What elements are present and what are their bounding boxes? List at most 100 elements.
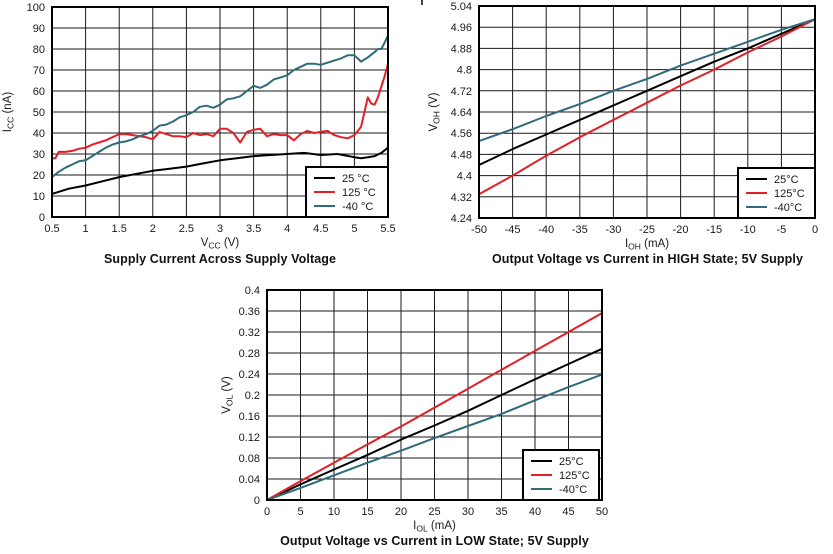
x-tick-label: 0.5: [44, 223, 59, 235]
y-axis-title: ICC (nA): [2, 92, 16, 133]
y-tick-label: 100: [27, 2, 45, 14]
x-tick-label: -50: [471, 224, 487, 236]
legend-label: 125°C: [774, 188, 805, 200]
x-tick-label: 35: [495, 506, 507, 518]
x-tick-label: -45: [505, 224, 521, 236]
legend-label: -40 °C: [342, 201, 373, 213]
x-tick-label: 20: [395, 506, 407, 518]
x-tick-label: 4.5: [313, 223, 328, 235]
chart-supply-current: 0.5 1 1.5 2 2.5 3 3.5 4 4.5 5 5.5 0 10 20 30 40 50 60 70 80…: [0, 0, 416, 250]
x-tick-label: 30: [462, 506, 474, 518]
y-tick-label: 0.04: [239, 474, 260, 486]
x-tick-label: 4: [284, 223, 290, 235]
x-tick-label: -30: [605, 224, 621, 236]
y-tick-label: 90: [33, 23, 45, 35]
x-tick-label: 2.5: [179, 223, 194, 235]
y-tick-label: 0.24: [239, 369, 260, 381]
x-tick-label: 0: [812, 224, 818, 236]
curve-series-2: [266, 373, 603, 501]
x-tick-label: 40: [529, 506, 541, 518]
y-tick-label: 50: [33, 107, 45, 119]
y-tick-label: 70: [33, 65, 45, 77]
y-tick-label: 4.8: [457, 65, 472, 77]
y-axis-title: VOL (V): [221, 376, 235, 414]
curve-series-0: [266, 347, 603, 501]
legend-label: 25°C: [559, 456, 584, 468]
y-tick-label: 10: [33, 191, 45, 203]
x-tick-label: 0: [264, 506, 270, 518]
x-tick-label: 1: [83, 223, 89, 235]
y-axis-title: VOH (V): [428, 92, 442, 131]
x-tick-label: 2: [150, 223, 156, 235]
legend-label: 125 °C: [342, 187, 376, 199]
y-tick-label: 80: [33, 44, 45, 56]
y-tick-label: 0.4: [245, 285, 260, 297]
x-axis-title: IOH (mA): [625, 238, 669, 250]
x-axis-title: IOL (mA): [413, 520, 456, 532]
y-tick-label: 0.32: [239, 327, 260, 339]
voh-high-state-plot: -50 -45 -40 -35 -30 -25 -20 -15 -10 -5 04.244.324.…: [428, 1, 818, 250]
y-tick-label: 0.16: [239, 411, 260, 423]
y-tick-label: 4.88: [451, 43, 472, 55]
curve-series-2: [478, 18, 816, 143]
x-tick-label: -20: [673, 224, 689, 236]
y-tick-label: 4.56: [451, 128, 472, 140]
y-tick-label: 0: [39, 212, 45, 224]
curve-series-0: [51, 146, 389, 195]
curve-series-0: [478, 18, 816, 166]
x-tick-label: 3: [217, 223, 223, 235]
x-tick-label: 15: [361, 506, 373, 518]
x-tick-label: -25: [639, 224, 655, 236]
y-tick-label: 4.48: [451, 149, 472, 161]
chart-vol-low-state: 0 5 10 15 20 25 30 35 40 45 50 0 0.04 0.08 0.12 0.16 0.2…: [210, 282, 630, 532]
y-tick-label: 0.12: [239, 432, 260, 444]
curve-series-1: [478, 18, 816, 196]
x-tick-label: -40: [538, 224, 554, 236]
cropped-text-artifact: [421, 0, 423, 5]
x-tick-label: 10: [328, 506, 340, 518]
plot-frame: [478, 5, 816, 219]
plot-frame: [51, 6, 389, 218]
chart-caption-voh-high-state: Output Voltage vs Current in HIGH State;…: [491, 252, 804, 266]
x-tick-label: 3.5: [246, 223, 261, 235]
y-tick-label: 40: [33, 128, 45, 140]
y-tick-label: 0.08: [239, 453, 260, 465]
x-tick-label: 5: [351, 223, 357, 235]
y-tick-label: 4.64: [451, 107, 472, 119]
y-tick-label: 4.24: [451, 213, 472, 225]
supply-current-plot: 0.5 1 1.5 2 2.5 3 3.5 4 4.5 5 5.5 0 10 20 30 40 50 60 70 80…: [2, 2, 396, 250]
y-tick-label: 4.4: [457, 171, 472, 183]
curve-series-1: [51, 62, 389, 160]
y-tick-label: 0.36: [239, 306, 260, 318]
y-tick-label: 4.32: [451, 192, 472, 204]
x-tick-label: -35: [572, 224, 588, 236]
y-tick-label: 0.28: [239, 348, 260, 360]
y-tick-label: 5.04: [451, 1, 472, 13]
x-tick-label: -10: [740, 224, 756, 236]
plot-frame: [266, 289, 603, 501]
y-tick-label: 20: [33, 170, 45, 182]
x-tick-label: 5: [297, 506, 303, 518]
x-tick-label: -5: [777, 224, 787, 236]
y-tick-label: 4.96: [451, 22, 472, 34]
legend-label: 125°C: [559, 470, 590, 482]
x-tick-label: 50: [596, 506, 608, 518]
y-tick-label: 30: [33, 149, 45, 161]
legend-label: 25 °C: [342, 173, 370, 185]
x-tick-label: 5.5: [380, 223, 395, 235]
curve-series-2: [51, 34, 389, 179]
y-tick-label: 4.72: [451, 86, 472, 98]
legend-label: -40°C: [559, 484, 587, 496]
chart-caption-supply-current: Supply Current Across Supply Voltage: [103, 252, 337, 266]
legend-label: 25°C: [774, 174, 799, 186]
x-tick-label: 25: [428, 506, 440, 518]
curve-series-1: [266, 312, 603, 501]
x-tick-label: 45: [562, 506, 574, 518]
y-tick-label: 0.2: [245, 390, 260, 402]
chart-caption-vol-low-state: Output Voltage vs Current in LOW State; …: [280, 534, 589, 548]
y-tick-label: 0: [254, 495, 260, 507]
chart-voh-high-state: -50 -45 -40 -35 -30 -25 -20 -15 -10 -5 0 4.24 4.32 4.…: [417, 0, 833, 250]
x-tick-label: -15: [706, 224, 722, 236]
x-axis-title: VCC (V): [201, 237, 240, 250]
